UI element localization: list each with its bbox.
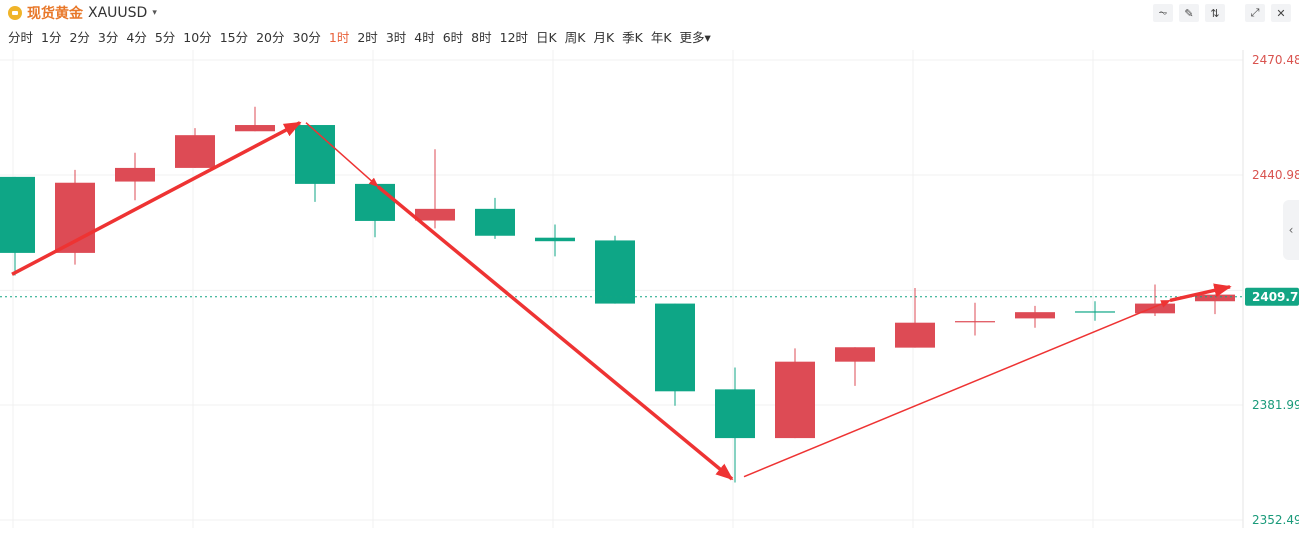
period-tab[interactable]: 8时 [471, 30, 492, 45]
close-button[interactable]: ✕ [1271, 4, 1291, 22]
candle-body [775, 361, 815, 439]
period-tab[interactable]: 1时 [328, 30, 350, 45]
candle-body [1015, 312, 1055, 319]
period-tab[interactable]: 3时 [385, 30, 407, 45]
candle-body [355, 183, 395, 221]
chevron-down-icon: ▾ [152, 8, 157, 18]
period-tab[interactable]: 周K [564, 30, 586, 45]
period-tab[interactable]: 1分 [41, 30, 62, 45]
period-tab[interactable]: 4时 [414, 30, 435, 45]
candle-body [595, 240, 635, 304]
collapse-side-panel-button[interactable]: ‹ [1283, 200, 1299, 260]
trend-arrow [305, 122, 379, 188]
indicator-tool-button[interactable]: ⇅ [1205, 4, 1225, 22]
line-chart-tool-icon: ⏦ [1158, 6, 1168, 19]
period-tab[interactable]: 年K [650, 30, 672, 45]
indicator-tool-icon: ⇅ [1210, 6, 1220, 20]
line-chart-tool-button[interactable]: ⏦ [1153, 4, 1173, 22]
period-tab[interactable]: 12时 [499, 30, 529, 45]
trend-arrow [11, 121, 302, 276]
y-tick-label: 2352.49 [1252, 513, 1299, 527]
symbol-name: 现货黄金 [27, 6, 83, 22]
gold-icon [8, 6, 22, 20]
chevron-left-icon: ‹ [1288, 223, 1294, 237]
y-tick-label: 2440.98 [1252, 168, 1299, 182]
period-tab[interactable]: 分时 [8, 30, 34, 45]
symbol-code: XAUUSD [88, 5, 148, 21]
close-icon: ✕ [1276, 6, 1286, 20]
candle-body [535, 237, 575, 242]
period-tabs: 分时 1分 2分 3分 4分 5分 10分 15分 20分 30分 1时 2时 3时 4时 6时 8时 12时日… [8, 27, 719, 46]
last-price-tag [1245, 287, 1299, 306]
last-price-label: 2409.75 [1252, 290, 1299, 304]
toolbar: ⏦ ✎ ⇅ ⤢ ✕ [1153, 4, 1291, 22]
candle-body [1195, 294, 1235, 302]
y-tick-label: 2381.99 [1252, 398, 1299, 412]
period-tab[interactable]: 4分 [126, 30, 147, 45]
candle-body [1135, 303, 1175, 314]
y-tick-label: 2470.48 [1252, 53, 1299, 67]
title-bar: 现货黄金 XAUUSD ▾ ⏦ ✎ ⇅ ⤢ ✕ [0, 0, 1299, 24]
candle-body [475, 208, 515, 236]
draw-tool-button[interactable]: ✎ [1179, 4, 1199, 22]
candle-body [0, 176, 35, 253]
candle-body [295, 125, 335, 184]
period-tab[interactable]: 季K [622, 30, 643, 45]
period-tab[interactable]: 3分 [97, 30, 119, 45]
candle-body [175, 135, 215, 168]
period-tab[interactable]: 15分 [219, 30, 249, 45]
candle-body [235, 125, 275, 132]
period-tab[interactable]: 2分 [69, 30, 90, 45]
period-tab[interactable]: 月K [593, 30, 615, 45]
expand-button[interactable]: ⤢ [1245, 4, 1265, 22]
trend-arrow [376, 185, 734, 481]
period-tab[interactable]: 5分 [154, 30, 176, 45]
symbol-selector[interactable]: 现货黄金 XAUUSD ▾ [8, 3, 157, 23]
candle-body [955, 321, 995, 323]
draw-tool-icon: ✎ [1184, 6, 1194, 20]
trend-arrow [743, 299, 1171, 478]
period-tab[interactable]: 10分 [183, 30, 212, 45]
period-tab[interactable]: 更多▾ [679, 30, 711, 45]
candle-body [1075, 311, 1115, 313]
candle-body [715, 389, 755, 439]
trend-arrow [1169, 283, 1232, 303]
period-tab[interactable]: 6时 [442, 30, 464, 45]
period-tab[interactable]: 30分 [292, 30, 321, 45]
candle-body [415, 208, 455, 221]
expand-icon: ⤢ [1250, 6, 1260, 19]
period-tab[interactable]: 日K [536, 30, 557, 45]
candle-body [895, 322, 935, 348]
candle-body [115, 167, 155, 182]
period-tab[interactable]: 20分 [256, 30, 285, 45]
candle-body [835, 347, 875, 362]
candle-body [655, 303, 695, 392]
candlestick-chart[interactable]: 2470.48 2440.98 2381.99 2352.49 2409.75 [0, 50, 1299, 540]
period-tab[interactable]: 2时 [357, 30, 378, 45]
